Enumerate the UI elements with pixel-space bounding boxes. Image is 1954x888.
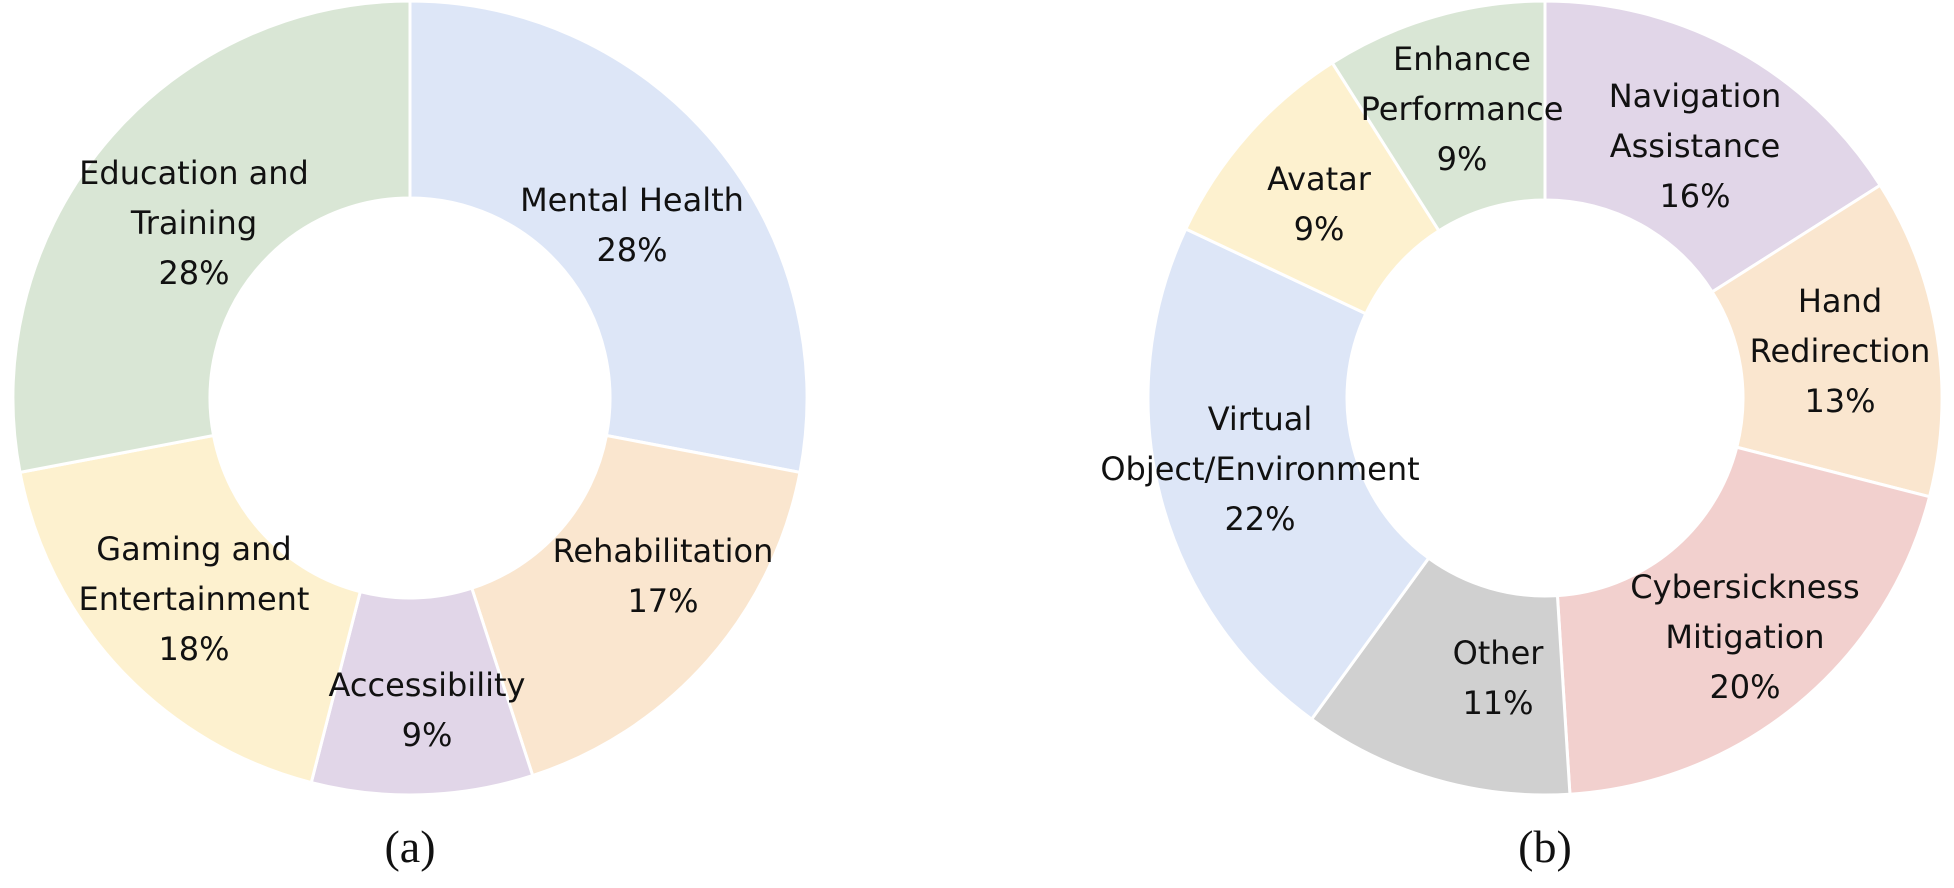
slice-education-and-training — [11, 0, 412, 475]
slice-label-navigation-assistance: Navigation Assistance 16% — [1609, 77, 1782, 215]
slice-rehabilitation — [469, 433, 802, 778]
slice-label-enhance-performance: Enhance Performance 9% — [1361, 40, 1564, 178]
slice-navigation-assistance — [1543, 0, 1883, 294]
slice-label-avatar: Avatar 9% — [1267, 160, 1372, 248]
slice-label-rehabilitation: Rehabilitation 17% — [553, 532, 774, 620]
slice-hand-redirection — [1710, 183, 1944, 499]
slice-virtual-object-environment — [1146, 226, 1431, 722]
slice-label-accessibility: Accessibility 9% — [329, 666, 526, 754]
donut-chart-a: Mental Health 28% Rehabilitation 17% Accessi… — [11, 0, 809, 797]
caption-a: (a) — [384, 821, 435, 872]
slice-label-education-and-training: Education and Training 28% — [79, 154, 309, 292]
slice-other — [1309, 556, 1572, 797]
slice-gaming-and-entertainment — [18, 433, 363, 785]
slice-cybersickness-mitigation — [1555, 445, 1932, 796]
slice-label-hand-redirection: Hand Redirection 13% — [1750, 282, 1931, 420]
slice-enhance-performance — [1330, 0, 1547, 233]
slice-label-mental-health: Mental Health 28% — [520, 181, 744, 269]
caption-b: (b) — [1518, 821, 1572, 872]
slice-mental-health — [408, 0, 809, 475]
slice-label-gaming-and-entertainment: Gaming and Entertainment 18% — [79, 530, 310, 668]
slice-label-cybersickness-mitigation: Cybersickness Mitigation 20% — [1630, 568, 1859, 706]
slice-label-other: Other 11% — [1453, 634, 1545, 722]
slice-label-virtual-object-environment: Virtual Object/Environment 22% — [1100, 400, 1419, 538]
donut-chart-b: Navigation Assistance 16% Hand Redirection 13… — [1100, 0, 1944, 797]
